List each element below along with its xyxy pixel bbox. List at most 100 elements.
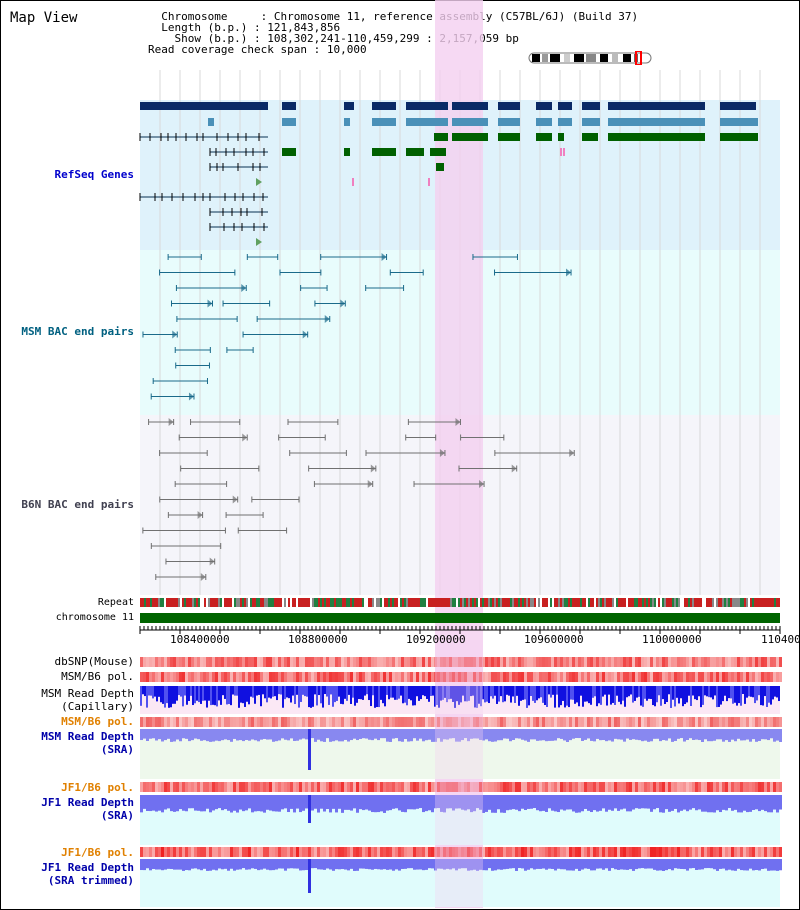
- repeat-bar: [550, 598, 552, 607]
- jf1-depth-trim-bar: [683, 859, 686, 870]
- msm-b6-pol-sra-heat-cell: [440, 717, 443, 727]
- msm-depth-cap-bar: [296, 686, 298, 695]
- msm-depth-sra-bar: [554, 729, 557, 741]
- msm-depth-cap-bar: [778, 686, 780, 702]
- jf1-b6-pol-trim-heat-cell: [572, 847, 575, 857]
- msm-b6-pol-heat-cell: [590, 672, 593, 682]
- jf1-b6-pol-trim-heat-cell: [317, 847, 320, 857]
- dbsnp-heat-cell: [686, 657, 689, 667]
- msm-b6-pol-sra-heat-cell: [713, 717, 716, 727]
- jf1-b6-pol-heat-cell: [203, 782, 206, 792]
- msm-b6-pol-heat-cell: [212, 672, 215, 682]
- jf1-depth-trim-bar: [737, 859, 740, 869]
- jf1-depth-trim-bar: [560, 859, 563, 870]
- chromosome-ideogram[interactable]: [528, 51, 654, 65]
- jf1-depth-trim-bar: [242, 859, 245, 869]
- msm-depth-sra-bar: [293, 729, 296, 741]
- jf1-depth-sra-bar: [746, 795, 749, 813]
- repeat-bar: [620, 598, 622, 607]
- jf1-b6-pol-trim-heat-cell: [341, 847, 344, 857]
- jf1-b6-pol-trim-heat-cell: [734, 847, 737, 857]
- jf1-depth-sra-bar: [353, 795, 356, 809]
- jf1-b6-pol-trim-heat-cell: [332, 847, 335, 857]
- msm-depth-sra-bar: [584, 729, 587, 740]
- repeat-bar: [372, 598, 374, 607]
- repeat-bar: [744, 598, 746, 607]
- jf1-depth-trim-bar: [395, 859, 398, 870]
- msm-depth-cap-bar: [318, 686, 320, 696]
- msm-b6-pol-sra-heat-cell: [200, 717, 203, 727]
- dbsnp-heat-cell: [776, 657, 779, 667]
- jf1-b6-pol-heat-cell: [755, 782, 758, 792]
- jf1-depth-trim-bar: [704, 859, 707, 869]
- repeat-bar: [380, 598, 382, 607]
- msm-b6-pol-sra-heat-cell: [320, 717, 323, 727]
- repeat-bar: [316, 598, 318, 607]
- msm-depth-cap-bar: [332, 686, 334, 707]
- dbsnp-heat-cell: [479, 657, 482, 667]
- msm-depth-sra-bar: [623, 729, 626, 742]
- repeat-bar: [624, 598, 626, 607]
- repeat-bar: [444, 598, 446, 607]
- repeat-bar: [534, 598, 536, 607]
- msm-depth-cap-bar: [700, 686, 702, 708]
- jf1-depth-sra-bar: [497, 795, 500, 810]
- dbsnp-heat-cell: [509, 657, 512, 667]
- dbsnp-heat-cell: [320, 657, 323, 667]
- msm-depth-cap-bar: [672, 686, 674, 700]
- jf1-depth-sra-bar: [323, 795, 326, 812]
- jf1-depth-trim-bar: [650, 859, 653, 869]
- msm-b6-pol-heat-cell: [650, 672, 653, 682]
- jf1-b6-pol-heat-cell: [146, 782, 149, 792]
- msm-b6-pol-heat-cell: [389, 672, 392, 682]
- msm-depth-cap-bar: [424, 686, 426, 697]
- msm-b6-pol-heat-cell: [296, 672, 299, 682]
- repeat-bar: [566, 598, 568, 607]
- dbsnp-heat-cell: [401, 657, 404, 667]
- dbsnp-heat-cell: [683, 657, 686, 667]
- msm-b6-pol-sra-heat-cell: [683, 717, 686, 727]
- jf1-depth-sra-bar: [542, 795, 545, 811]
- msm-b6-pol-heat-cell: [371, 672, 374, 682]
- msm-bac-end-arrow: [566, 268, 572, 277]
- dbsnp-heat-cell: [173, 657, 176, 667]
- jf1-depth-sra-bar: [761, 795, 764, 810]
- jf1-b6-pol-trim-heat-cell: [449, 847, 452, 857]
- jf1-depth-sra-bar: [230, 795, 233, 813]
- repeat-bar: [642, 598, 644, 607]
- jf1-b6-pol-heat-cell: [170, 782, 173, 792]
- dbsnp-heat-cell: [704, 657, 707, 667]
- jf1-depth-trim-bar: [695, 859, 698, 870]
- jf1-b6-pol-heat-cell: [245, 782, 248, 792]
- jf1-depth-sra-bar: [665, 795, 668, 810]
- jf1-b6-pol-heat-cell: [764, 782, 767, 792]
- repeat-bar: [640, 598, 642, 607]
- jf1-b6-pol-trim-heat-cell: [143, 847, 146, 857]
- jf1-b6-pol-trim-heat-cell: [479, 847, 482, 857]
- jf1-b6-pol-heat-cell: [422, 782, 425, 792]
- jf1-read-depth-trim-sub: (SRA trimmed): [47, 874, 134, 887]
- jf1-b6-pol-trim-heat-cell: [359, 847, 362, 857]
- msm-depth-cap-bar: [398, 686, 400, 699]
- msm-depth-sra-bar: [581, 729, 584, 741]
- msm-depth-cap-bar: [714, 686, 716, 696]
- repeat-bar: [212, 598, 214, 607]
- msm-b6-pol-heat-cell: [518, 672, 521, 682]
- repeat-bar: [752, 598, 754, 607]
- jf1-b6-pol-trim-heat-cell: [182, 847, 185, 857]
- msm-b6-pol-heat-cell: [515, 672, 518, 682]
- msm-depth-cap-bar: [622, 686, 624, 701]
- jf1-b6-pol-trim-heat-cell: [440, 847, 443, 857]
- repeat-bar: [392, 598, 394, 607]
- repeat-bar: [356, 598, 358, 607]
- msm-depth-cap-bar: [650, 686, 652, 700]
- msm-b6-pol-sra-heat-cell: [284, 717, 287, 727]
- msm-depth-cap-bar: [558, 686, 560, 708]
- msm-depth-cap-bar: [442, 686, 444, 700]
- msm-b6-pol-sra-heat-cell: [494, 717, 497, 727]
- msm-b6-pol-heat-cell: [197, 672, 200, 682]
- repeat-bar: [574, 598, 576, 607]
- jf1-b6-pol-heat-cell: [398, 782, 401, 792]
- jf1-depth-sra-bar: [701, 795, 704, 812]
